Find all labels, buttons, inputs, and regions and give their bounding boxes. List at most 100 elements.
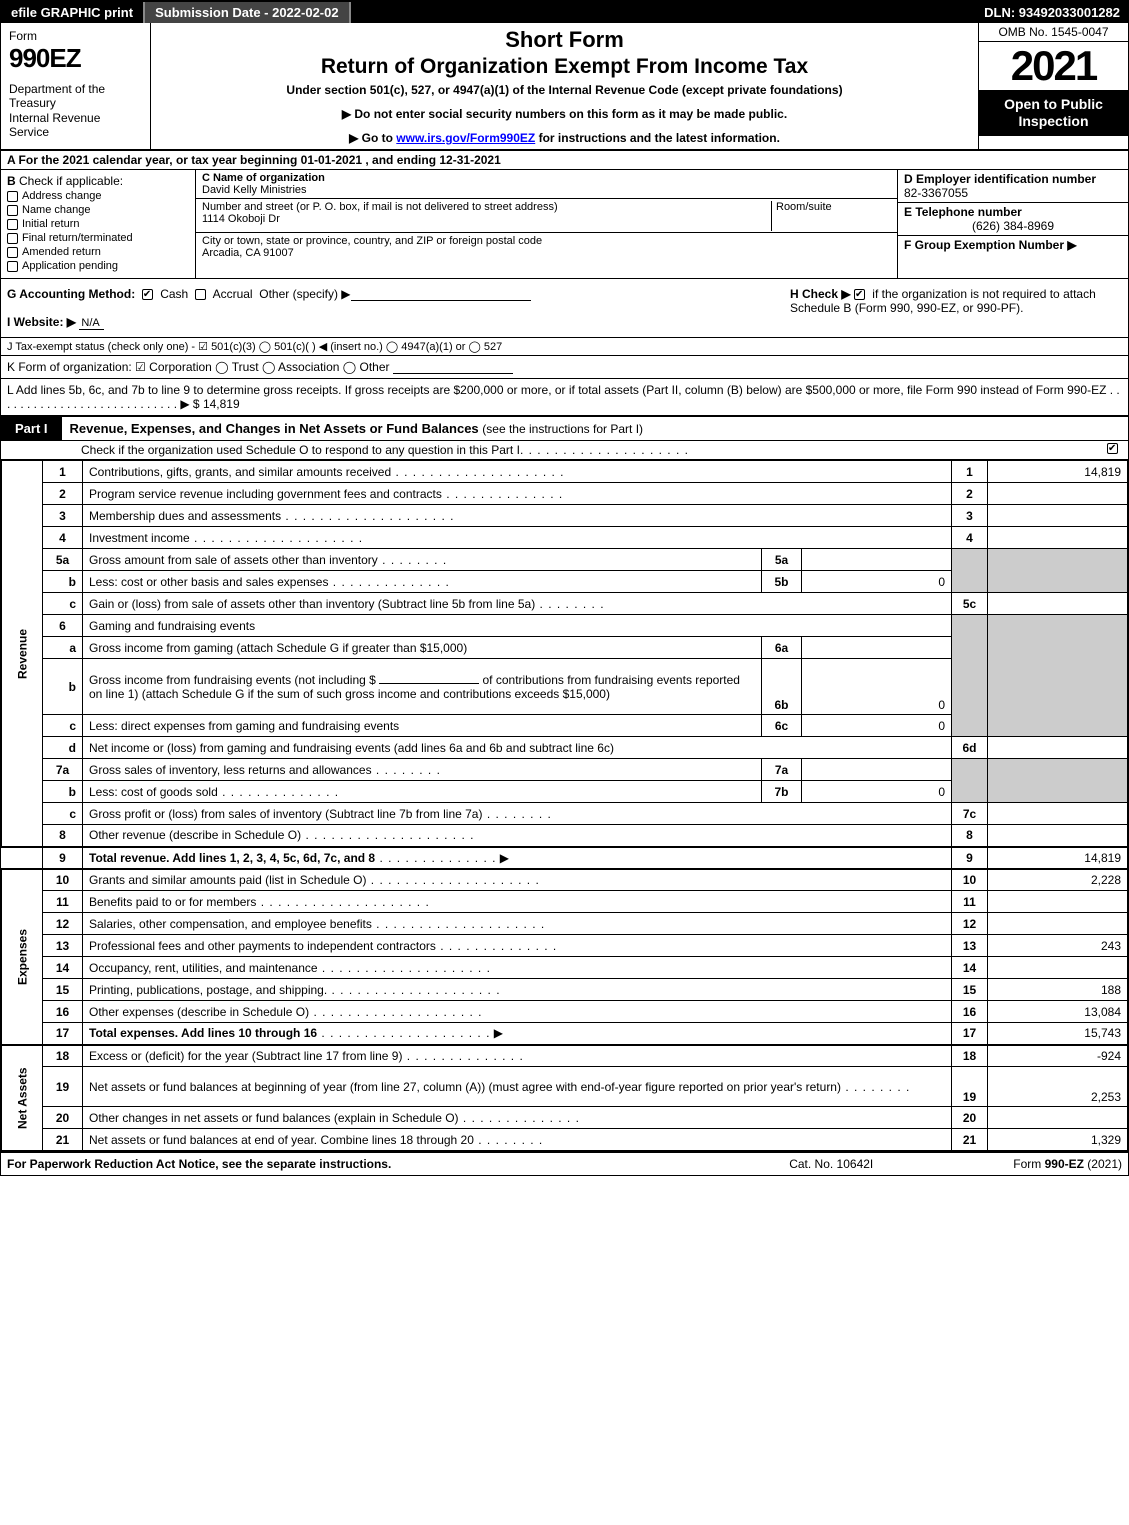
- room-suite: Room/suite: [771, 201, 891, 231]
- desc-text: Net assets or fund balances at end of ye…: [89, 1133, 543, 1147]
- chk-label: Final return/terminated: [22, 232, 133, 244]
- g-accrual: Accrual: [213, 287, 253, 301]
- ln: 7a: [43, 759, 83, 781]
- line-16: 16 Other expenses (describe in Schedule …: [2, 1001, 1128, 1023]
- amt: 188: [988, 979, 1128, 1001]
- dots: [520, 443, 1107, 457]
- ln: c: [43, 803, 83, 825]
- blank-line: [379, 683, 479, 684]
- mid-label: 7b: [762, 781, 802, 803]
- h-text: H Check ▶: [790, 287, 851, 301]
- desc-text: Contributions, gifts, grants, and simila…: [89, 465, 565, 479]
- g-label: G Accounting Method:: [7, 287, 135, 301]
- chk-schedule-b[interactable]: [854, 289, 865, 300]
- instr-goto: ▶ Go to www.irs.gov/Form990EZ for instru…: [159, 131, 970, 145]
- desc: Membership dues and assessments: [83, 505, 952, 527]
- amt: 2,253: [988, 1067, 1128, 1107]
- submission-date: Submission Date - 2022-02-02: [143, 2, 351, 23]
- desc-text: Total revenue. Add lines 1, 2, 3, 4, 5c,…: [89, 851, 375, 865]
- desc: Gross amount from sale of assets other t…: [83, 549, 762, 571]
- chk-final-return[interactable]: Final return/terminated: [7, 232, 189, 244]
- nc: 19: [952, 1067, 988, 1107]
- header-right: OMB No. 1545-0047 2021 Open to Public In…: [978, 23, 1128, 149]
- section-h: H Check ▶ if the organization is not req…: [782, 287, 1122, 329]
- chk-schedule-o[interactable]: [1107, 443, 1118, 454]
- desc: Gaming and fundraising events: [83, 615, 952, 637]
- city-value: Arcadia, CA 91007: [202, 247, 891, 259]
- phone-label: E Telephone number: [904, 205, 1122, 219]
- form-label: Form: [9, 29, 142, 43]
- section-k: K Form of organization: ☑ Corporation ◯ …: [1, 356, 1128, 379]
- line-21: 21 Net assets or fund balances at end of…: [2, 1129, 1128, 1151]
- section-d: D Employer identification number 82-3367…: [898, 170, 1128, 278]
- chk-application-pending[interactable]: Application pending: [7, 260, 189, 272]
- nc: 4: [952, 527, 988, 549]
- ln: c: [43, 593, 83, 615]
- ln: 13: [43, 935, 83, 957]
- street-row: Room/suite Number and street (or P. O. b…: [196, 199, 897, 233]
- b-label: B: [7, 174, 16, 188]
- nc: 21: [952, 1129, 988, 1151]
- line-13: 13 Professional fees and other payments …: [2, 935, 1128, 957]
- amt: [988, 957, 1128, 979]
- ln: b: [43, 659, 83, 715]
- desc-text: Professional fees and other payments to …: [89, 939, 557, 953]
- section-g: G Accounting Method: Cash Accrual Other …: [7, 287, 782, 301]
- desc: Printing, publications, postage, and shi…: [83, 979, 952, 1001]
- ln: d: [43, 737, 83, 759]
- amt: [988, 803, 1128, 825]
- ln: 12: [43, 913, 83, 935]
- ln: 15: [43, 979, 83, 1001]
- g-other: Other (specify) ▶: [259, 287, 350, 301]
- website-value: N/A: [79, 317, 103, 330]
- checkbox-icon: [7, 205, 18, 216]
- header-left: Form 990EZ Department of the Treasury In…: [1, 23, 151, 149]
- chk-cash[interactable]: [142, 289, 153, 300]
- spacer: [2, 847, 43, 869]
- chk-label: Initial return: [22, 218, 79, 230]
- desc: Program service revenue including govern…: [83, 483, 952, 505]
- nc: 16: [952, 1001, 988, 1023]
- amt: [988, 737, 1128, 759]
- desc-text: Other changes in net assets or fund bala…: [89, 1111, 580, 1125]
- ln: 17: [43, 1023, 83, 1045]
- efile-print-link[interactable]: efile GRAPHIC print: [1, 5, 143, 20]
- chk-accrual[interactable]: [195, 289, 206, 300]
- chk-initial-return[interactable]: Initial return: [7, 218, 189, 230]
- section-j: J Tax-exempt status (check only one) - ☑…: [1, 338, 1128, 356]
- omb-number: OMB No. 1545-0047: [979, 23, 1128, 42]
- mid-label: 7a: [762, 759, 802, 781]
- desc-text: Excess or (deficit) for the year (Subtra…: [89, 1049, 524, 1063]
- desc: Gross sales of inventory, less returns a…: [83, 759, 762, 781]
- nc: 14: [952, 957, 988, 979]
- amt: [988, 825, 1128, 847]
- ein-block: D Employer identification number 82-3367…: [898, 170, 1128, 203]
- amt: 2,228: [988, 869, 1128, 891]
- chk-amended-return[interactable]: Amended return: [7, 246, 189, 258]
- mid-val: 0: [802, 781, 952, 803]
- check-o-text: Check if the organization used Schedule …: [81, 443, 520, 457]
- chk-name-change[interactable]: Name change: [7, 204, 189, 216]
- nc: 2: [952, 483, 988, 505]
- info-grid: B Check if applicable: Address change Na…: [1, 170, 1128, 279]
- l-text: L Add lines 5b, 6c, and 7b to line 9 to …: [7, 383, 1120, 411]
- line-1: Revenue 1 Contributions, gifts, grants, …: [2, 461, 1128, 483]
- checkbox-icon: [7, 261, 18, 272]
- mid-label: 6c: [762, 715, 802, 737]
- irs-link[interactable]: www.irs.gov/Form990EZ: [396, 131, 535, 145]
- side-revenue: Revenue: [2, 461, 43, 847]
- ln: 11: [43, 891, 83, 913]
- nc: 6d: [952, 737, 988, 759]
- phone-block: E Telephone number (626) 384-8969: [898, 203, 1128, 236]
- header: Form 990EZ Department of the Treasury In…: [1, 23, 1128, 151]
- ln: 2: [43, 483, 83, 505]
- ln: 4: [43, 527, 83, 549]
- section-l: L Add lines 5b, 6c, and 7b to line 9 to …: [1, 379, 1128, 417]
- desc: Salaries, other compensation, and employ…: [83, 913, 952, 935]
- desc: Other revenue (describe in Schedule O): [83, 825, 952, 847]
- instr-ssn: ▶ Do not enter social security numbers o…: [159, 107, 970, 121]
- chk-address-change[interactable]: Address change: [7, 190, 189, 202]
- amt: 1,329: [988, 1129, 1128, 1151]
- mid-val: [802, 637, 952, 659]
- amt: -924: [988, 1045, 1128, 1067]
